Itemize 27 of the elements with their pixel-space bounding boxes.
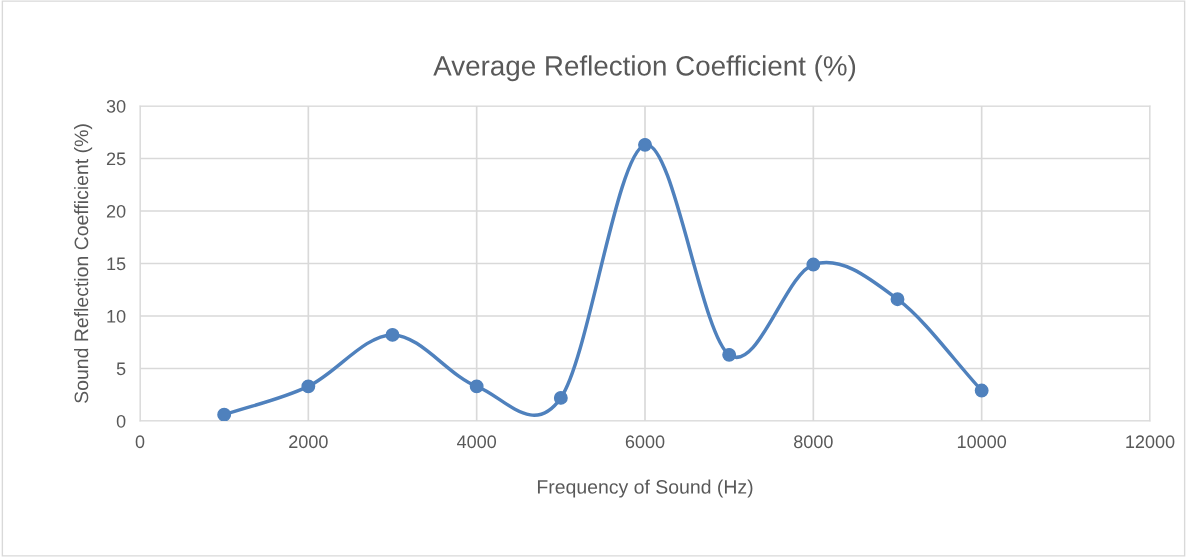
x-tick-label: 4000 <box>457 435 497 449</box>
point <box>974 383 989 398</box>
y-tick-label: 20 <box>106 204 126 218</box>
x-axis-title: Frequency of Sound (Hz) <box>537 479 753 498</box>
point <box>385 327 400 342</box>
point <box>638 137 652 152</box>
y-tick-label: 25 <box>106 152 126 166</box>
chart-title: Average Reflection Coefficient (%) <box>433 55 856 82</box>
x-tick-label: 10000 <box>957 435 1007 449</box>
point <box>553 390 568 405</box>
x-tick-label: 12000 <box>1126 435 1175 449</box>
y-tick-label: 5 <box>116 362 126 376</box>
y-axis-title: Sound Reflection Coefficient (%) <box>74 124 93 403</box>
point <box>217 407 232 421</box>
x-tick-label: 2000 <box>289 435 328 449</box>
point <box>722 347 737 362</box>
y-tick-label: 0 <box>116 414 126 428</box>
y-tick-label: 10 <box>107 309 126 323</box>
point <box>890 292 905 307</box>
point <box>469 379 484 394</box>
point <box>301 379 316 394</box>
y-tick-label: 15 <box>107 257 126 271</box>
x-tick-label: 8000 <box>794 435 833 449</box>
point <box>806 257 821 272</box>
x-tick-label: 6000 <box>625 435 665 449</box>
y-tick-label: 30 <box>106 99 126 113</box>
x-tick-label: 0 <box>135 435 145 449</box>
